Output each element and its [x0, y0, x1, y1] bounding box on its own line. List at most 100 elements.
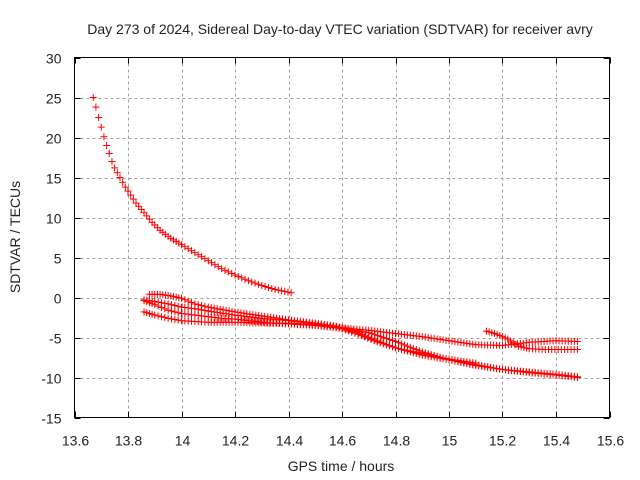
data-point — [151, 301, 159, 309]
data-point — [427, 351, 435, 359]
data-point — [151, 311, 159, 319]
data-point — [174, 309, 182, 317]
data-point — [354, 330, 362, 338]
data-point — [357, 332, 365, 340]
data-point — [184, 297, 192, 305]
data-point — [406, 347, 414, 355]
data-point — [218, 265, 226, 273]
data-point — [204, 303, 212, 311]
data-point — [374, 332, 382, 340]
data-point — [264, 284, 272, 291]
data-point — [254, 280, 262, 288]
data-point — [418, 350, 426, 357]
data-point — [167, 315, 175, 323]
data-point — [371, 331, 379, 339]
data-point — [119, 178, 127, 186]
x-tick-label: 14 — [175, 433, 191, 449]
data-point — [127, 191, 135, 199]
data-point — [228, 307, 236, 315]
data-point — [356, 327, 364, 335]
data-point — [351, 329, 359, 337]
y-tick-label: 30 — [46, 51, 62, 67]
data-point — [213, 305, 221, 313]
data-point — [171, 302, 179, 309]
data-point — [216, 305, 224, 313]
data-point — [164, 314, 172, 322]
x-tick-label: 15.2 — [489, 433, 516, 449]
data-point — [338, 325, 346, 333]
x-tick-label: 13.8 — [115, 433, 142, 449]
data-point — [472, 359, 480, 367]
data-point — [108, 158, 116, 165]
data-point — [164, 300, 172, 308]
y-tick-label: 5 — [54, 251, 62, 267]
data-point — [415, 349, 423, 357]
data-point — [248, 278, 256, 286]
data-point — [394, 339, 402, 347]
x-tick-label: 13.6 — [62, 433, 89, 449]
data-point — [348, 328, 356, 336]
plot-frame — [74, 57, 610, 418]
x-tick-label: 15 — [442, 433, 458, 449]
data-point — [251, 279, 259, 287]
data-point — [376, 339, 384, 347]
data-point — [194, 301, 202, 309]
data-point — [377, 333, 385, 341]
data-point — [573, 338, 581, 345]
data-point — [370, 337, 378, 345]
data-point — [573, 346, 581, 353]
data-point — [344, 327, 352, 335]
y-tick-label: 10 — [46, 211, 62, 227]
data-point — [207, 304, 215, 312]
y-tick-label: -5 — [49, 331, 62, 347]
data-point — [210, 304, 218, 312]
x-tick-label: 14.2 — [222, 433, 249, 449]
data-point — [359, 328, 367, 336]
data-point — [116, 174, 124, 181]
x-axis-title: GPS time / hours — [288, 458, 395, 474]
data-point — [433, 353, 441, 361]
data-point — [373, 338, 381, 346]
data-point — [364, 334, 372, 342]
data-point — [287, 289, 295, 297]
data-point — [573, 374, 581, 381]
data-point — [171, 316, 179, 323]
data-point — [421, 350, 429, 358]
data-point — [224, 268, 232, 276]
data-point — [261, 283, 269, 290]
data-point — [222, 306, 230, 314]
data-point — [92, 103, 100, 111]
data-point — [129, 195, 137, 203]
data-point — [124, 187, 132, 195]
data-point — [367, 335, 375, 343]
data-point — [113, 169, 121, 177]
x-tick-label: 14.8 — [383, 433, 410, 449]
y-tick-label: 15 — [46, 171, 62, 187]
series-track-1 — [89, 94, 295, 297]
data-point — [379, 340, 387, 348]
data-point — [392, 344, 399, 352]
data-point — [89, 94, 97, 101]
data-point — [174, 316, 182, 324]
points-layer — [89, 94, 581, 381]
data-point — [103, 142, 111, 149]
data-point — [161, 314, 169, 321]
data-point — [238, 274, 246, 282]
y-axis-title: SDTVAR / TECUs — [7, 181, 23, 293]
grid-layer — [74, 57, 610, 418]
data-point — [268, 285, 276, 292]
data-point — [241, 275, 249, 283]
x-tick-label: 15.6 — [597, 433, 624, 449]
data-point — [278, 287, 286, 295]
data-point — [171, 308, 179, 316]
data-point — [105, 150, 113, 157]
data-point — [225, 307, 233, 315]
data-point — [436, 353, 444, 361]
data-point — [181, 296, 189, 304]
data-point — [424, 351, 432, 359]
chart-title: Day 273 of 2024, Sidereal Day-to-day VTE… — [87, 21, 593, 37]
data-point — [409, 348, 417, 356]
data-point — [362, 328, 370, 336]
data-point — [167, 307, 175, 315]
data-point — [219, 306, 227, 314]
